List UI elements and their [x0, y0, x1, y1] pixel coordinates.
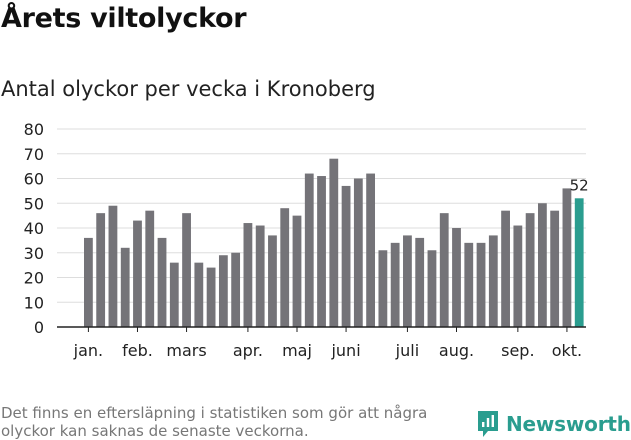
- page-title: Årets viltolyckor: [1, 3, 247, 34]
- bar: [341, 185, 351, 327]
- bar: [84, 237, 93, 327]
- bar: [157, 237, 167, 327]
- bar: [390, 242, 400, 327]
- bar: [501, 210, 510, 327]
- bar: [182, 213, 191, 327]
- newsworthy-logo-icon: [478, 411, 498, 437]
- y-tick-label: 30: [24, 244, 44, 263]
- x-tick-label: mars: [166, 341, 206, 360]
- bar: [243, 223, 253, 327]
- bar: [378, 250, 388, 327]
- bar: [476, 242, 486, 327]
- bar: [488, 235, 498, 327]
- bar: [452, 228, 461, 327]
- bar: [403, 235, 412, 327]
- bar: [550, 210, 560, 327]
- bar: [133, 220, 142, 327]
- y-tick-label: 40: [24, 219, 44, 238]
- bar-highlight: [574, 198, 584, 327]
- bar: [218, 255, 228, 327]
- bar: [353, 178, 363, 327]
- bar: [537, 203, 547, 327]
- footnote: Det finns en eftersläpning i statistiken…: [1, 404, 428, 440]
- y-tick-label: 70: [24, 145, 44, 164]
- x-tick-label: aug.: [439, 341, 474, 360]
- x-tick-label: okt.: [552, 341, 582, 360]
- bar: [108, 205, 118, 327]
- bar: [329, 158, 339, 327]
- bar: [145, 210, 155, 327]
- bar: [464, 242, 474, 327]
- bar: [415, 237, 425, 327]
- bar: [439, 213, 449, 327]
- bar: [96, 213, 106, 327]
- x-tick-label: sep.: [501, 341, 534, 360]
- y-tick-label: 60: [24, 170, 44, 189]
- data-label: 52: [570, 176, 589, 194]
- y-tick-label: 80: [24, 120, 44, 139]
- x-tick-label: juli: [395, 341, 419, 360]
- bar: [194, 262, 204, 327]
- bar: [304, 173, 314, 327]
- x-tick-label: jan.: [73, 341, 103, 360]
- y-tick-label: 20: [24, 269, 44, 288]
- bar: [317, 176, 326, 327]
- x-tick-label: feb.: [122, 341, 153, 360]
- bar: [169, 262, 179, 327]
- brand-logo[interactable]: Newsworthy: [476, 408, 631, 440]
- bar: [120, 247, 130, 327]
- bar: [292, 215, 302, 328]
- y-tick-label: 0: [34, 318, 44, 337]
- y-tick-label: 50: [24, 194, 44, 213]
- bar: [427, 250, 437, 327]
- x-tick-label: maj: [282, 341, 312, 360]
- y-tick-label: 10: [24, 293, 44, 312]
- bar: [268, 235, 277, 327]
- chart-subtitle: Antal olyckor per vecka i Kronoberg: [1, 77, 376, 101]
- bar: [280, 208, 290, 327]
- brand-name: Newsworthy: [506, 412, 631, 436]
- bar: [562, 188, 572, 327]
- bar: [255, 225, 265, 327]
- x-tick-label: juni: [330, 341, 360, 360]
- bar: [206, 267, 216, 327]
- x-tick-label: apr.: [233, 341, 263, 360]
- bar: [525, 213, 535, 327]
- bar: [366, 173, 376, 327]
- bar: [231, 252, 241, 327]
- bar: [513, 225, 523, 327]
